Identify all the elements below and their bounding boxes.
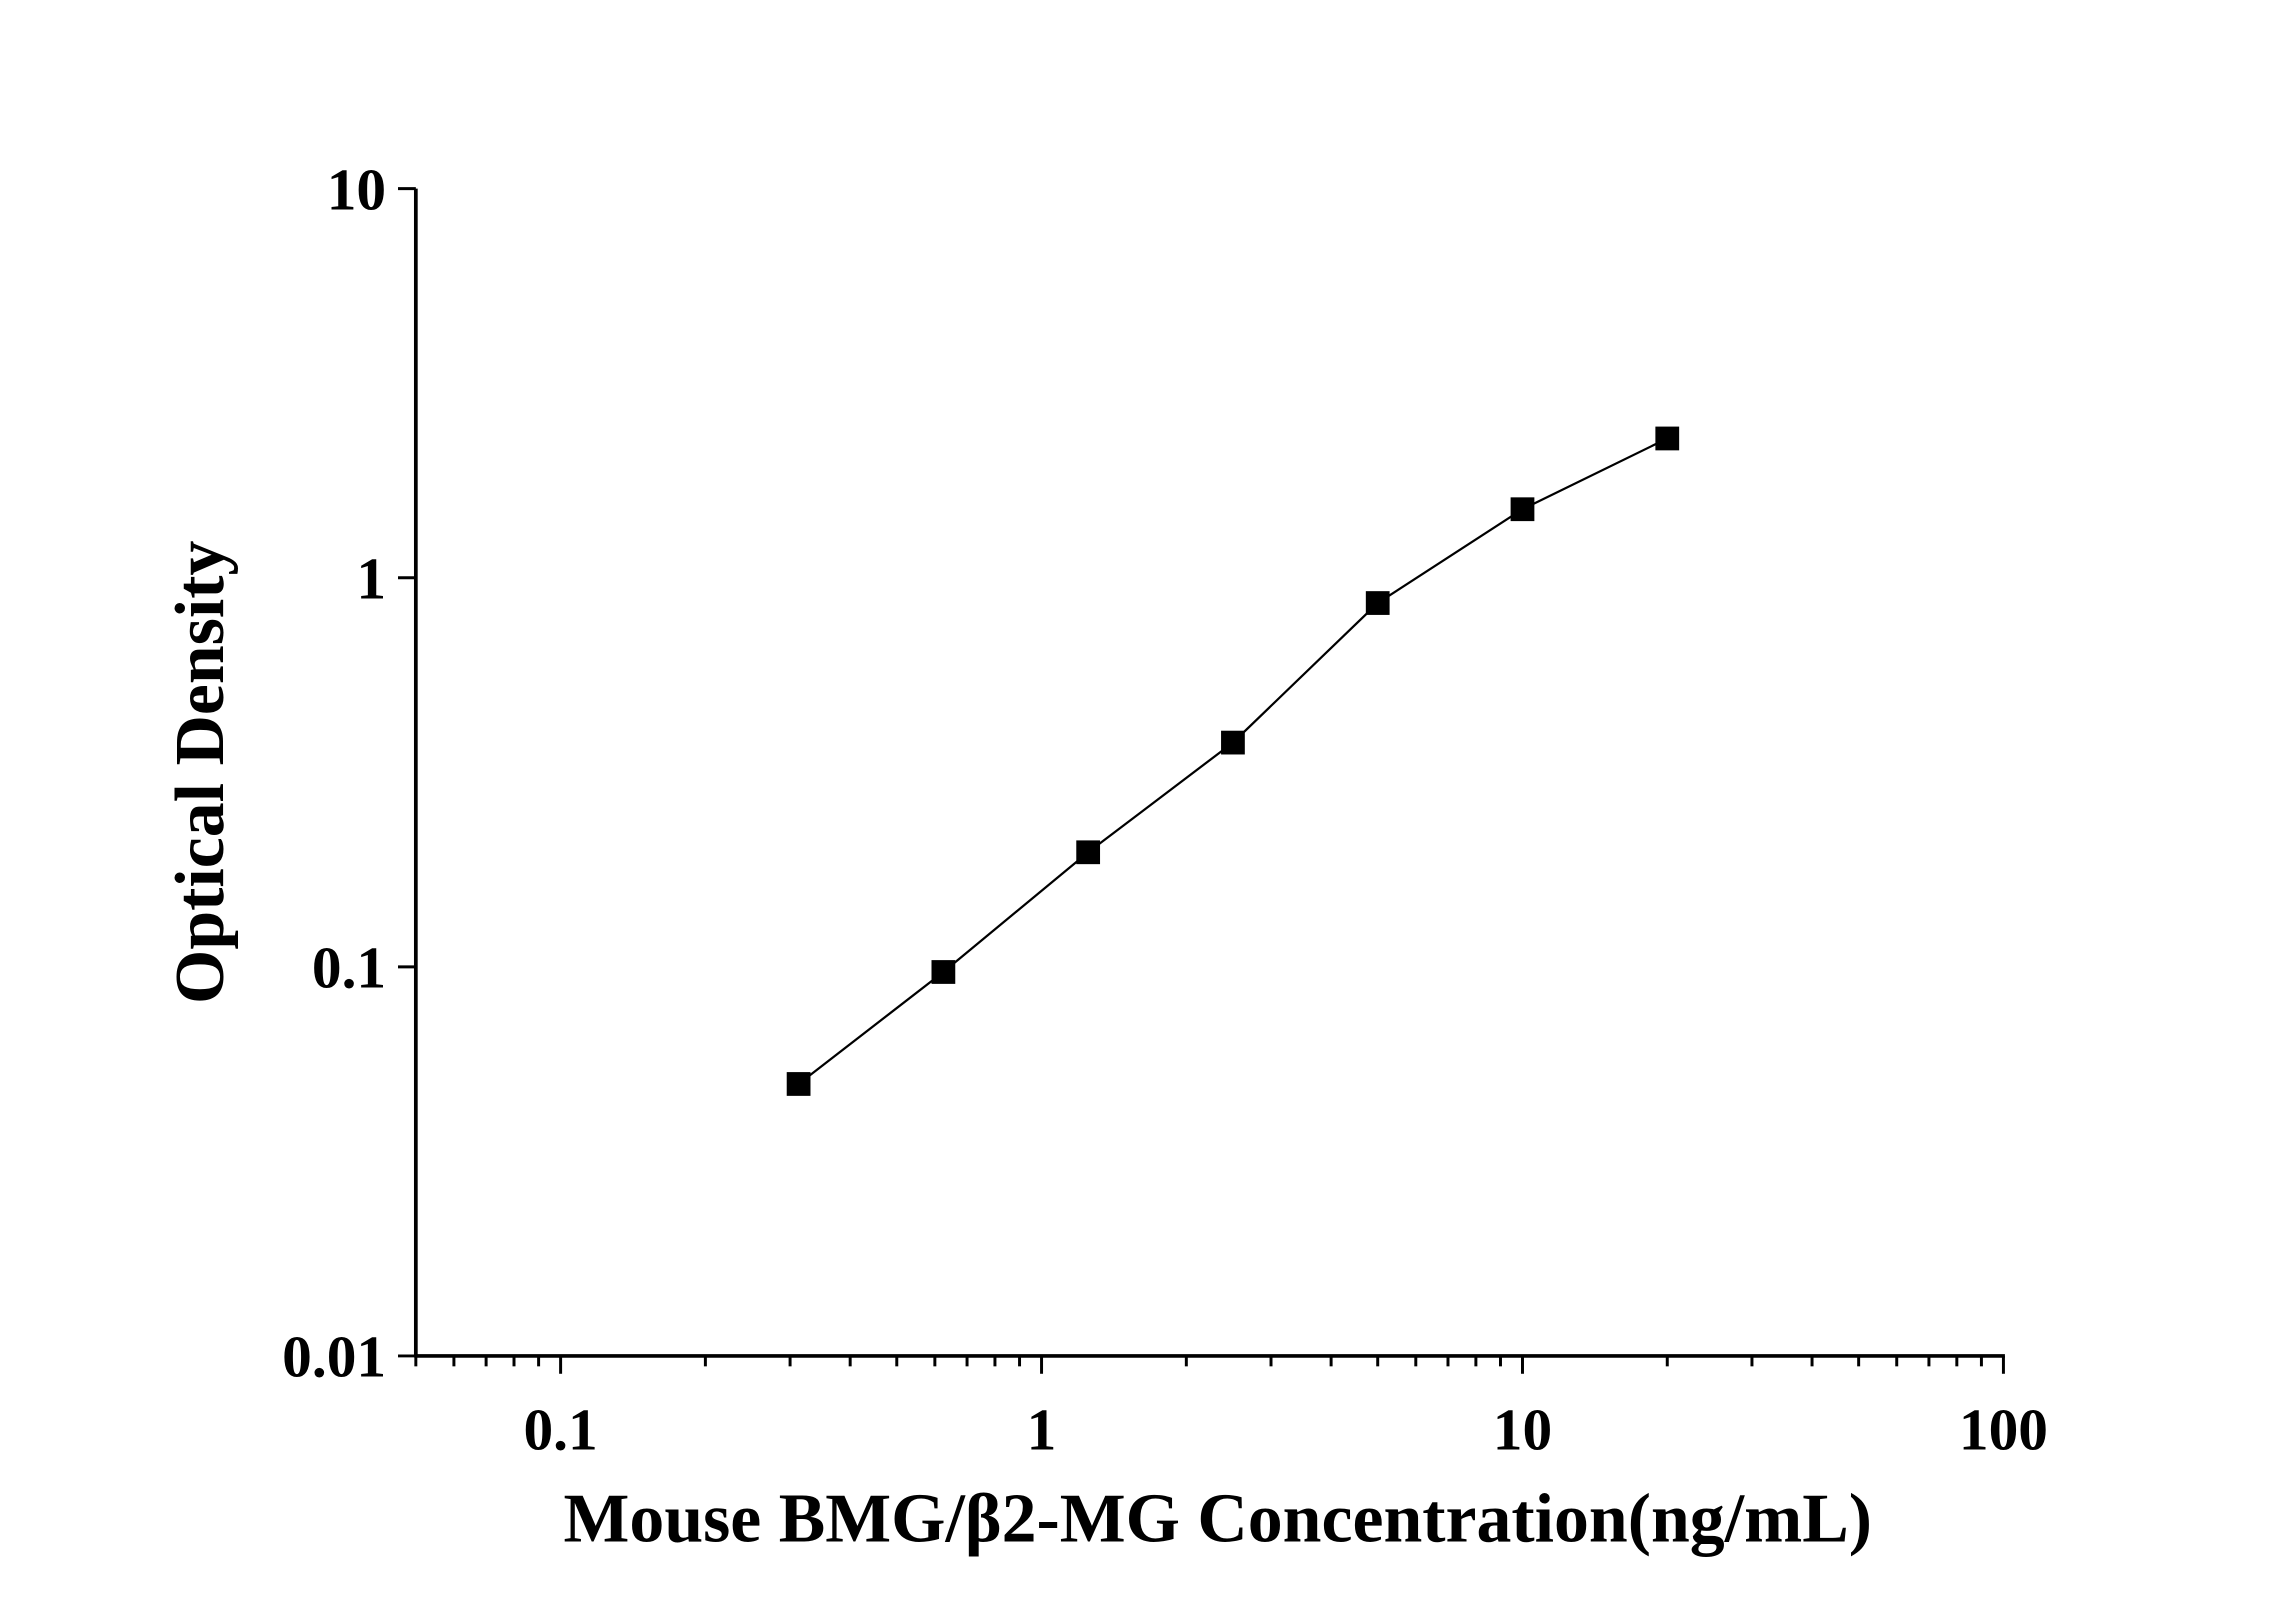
y-tick-label: 0.01: [282, 1324, 386, 1390]
y-tick-label: 1: [356, 546, 386, 612]
data-point: [786, 1072, 811, 1096]
data-point: [931, 960, 956, 984]
y-axis-title: Optical Density: [162, 541, 239, 1004]
data-point: [1655, 426, 1680, 451]
x-tick-label: 10: [1493, 1397, 1552, 1463]
series-line: [797, 437, 1668, 1085]
y-tick-labels: 0.01 0.1 1 10: [282, 156, 386, 1389]
plot-area: [786, 426, 1680, 1096]
x-tick-label: 1: [1027, 1397, 1057, 1463]
data-point: [1365, 591, 1390, 615]
axes: [398, 187, 2005, 1374]
data-point: [1510, 497, 1535, 522]
data-point: [1221, 730, 1245, 755]
x-axis-title: Mouse BMG/β2-MG Concentration(ng/mL): [564, 1481, 1873, 1558]
y-tick-label: 0.1: [312, 935, 386, 1001]
x-tick-labels: 0.1 1 10 100: [523, 1397, 2047, 1463]
y-tick-label: 10: [327, 156, 386, 222]
data-point: [1076, 840, 1101, 865]
x-tick-label: 100: [1959, 1397, 2048, 1463]
x-tick-label: 0.1: [523, 1397, 597, 1463]
